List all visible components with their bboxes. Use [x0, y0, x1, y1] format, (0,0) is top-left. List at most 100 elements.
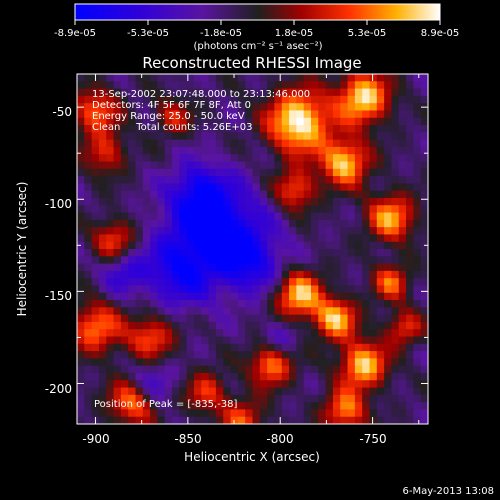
heatmap-cell: [113, 351, 122, 359]
heatmap-cell: [369, 205, 378, 214]
heatmap-cell: [296, 365, 305, 374]
heatmap-cell: [252, 307, 261, 316]
heatmap-cell: [164, 307, 173, 316]
heatmap-cell: [362, 263, 371, 272]
heatmap-cell: [267, 292, 276, 301]
heatmap-cell: [406, 285, 414, 294]
heatmap-cell: [157, 110, 166, 119]
heatmap-cell: [384, 81, 393, 90]
heatmap-cell: [413, 263, 422, 272]
heatmap-cell: [362, 241, 371, 250]
heatmap-cell: [391, 256, 400, 265]
heatmap-cell: [289, 387, 297, 396]
heatmap-cell: [413, 292, 422, 301]
heatmap-cell: [215, 321, 224, 330]
heatmap-cell: [106, 336, 115, 345]
heatmap-cell: [289, 205, 297, 214]
heatmap-cell: [347, 146, 356, 155]
heatmap-cell: [245, 292, 254, 301]
heatmap-cell: [179, 81, 188, 90]
heatmap-cell: [186, 176, 195, 184]
heatmap-cell: [281, 132, 290, 141]
heatmap-cell: [84, 372, 93, 381]
heatmap-cell: [252, 74, 261, 82]
heatmap-cell: [157, 139, 166, 148]
heatmap-cell: [420, 416, 428, 424]
heatmap-cell: [267, 351, 276, 359]
heatmap-cell: [340, 168, 349, 177]
heatmap-cell: [194, 117, 202, 126]
heatmap-cell: [420, 168, 428, 177]
heatmap-cell: [179, 409, 188, 418]
heatmap-cell: [142, 263, 151, 272]
heatmap-cell: [164, 88, 173, 97]
heatmap-cell: [237, 161, 246, 170]
heatmap-cell: [252, 263, 261, 272]
heatmap-cell: [376, 146, 385, 155]
heatmap-cell: [252, 190, 261, 199]
heatmap-cell: [318, 234, 327, 243]
heatmap-cell: [362, 212, 371, 221]
heatmap-cell: [150, 343, 159, 352]
heatmap-cell: [164, 183, 173, 192]
heatmap-cell: [354, 132, 363, 141]
heatmap-cell: [303, 212, 312, 221]
heatmap-cell: [113, 321, 122, 330]
heatmap-cell: [106, 329, 115, 338]
heatmap-cell: [142, 190, 151, 199]
heatmap-cell: [208, 212, 217, 221]
heatmap-cell: [84, 219, 93, 228]
heatmap-cell: [369, 146, 378, 155]
heatmap-cell: [340, 321, 349, 330]
heatmap-cell: [296, 409, 305, 418]
heatmap-cell: [252, 205, 261, 214]
heatmap-cell: [164, 256, 173, 265]
heatmap-cell: [289, 139, 297, 148]
heatmap-cell: [194, 161, 202, 170]
heatmap-cell: [215, 292, 224, 301]
heatmap-cell: [164, 358, 173, 367]
heatmap-cell: [318, 270, 327, 279]
heatmap-cell: [223, 197, 232, 206]
heatmap-cell: [267, 132, 276, 141]
heatmap-cell: [77, 416, 85, 424]
heatmap-cell: [98, 263, 107, 272]
heatmap-cell: [77, 285, 85, 294]
heatmap-cell: [406, 263, 414, 272]
heatmap-cell: [384, 103, 393, 112]
heatmap-cell: [303, 139, 312, 148]
heatmap-cell: [332, 183, 341, 192]
heatmap-cell: [98, 81, 107, 90]
heatmap-cell: [128, 183, 137, 192]
heatmap-cell: [398, 154, 407, 163]
heatmap-cell: [215, 95, 224, 104]
heatmap-cell: [267, 358, 276, 367]
heatmap-cell: [237, 372, 246, 381]
heatmap-cell: [91, 329, 100, 338]
heatmap-cell: [384, 409, 393, 418]
heatmap-cell: [128, 416, 137, 424]
heatmap-cell: [340, 270, 349, 279]
heatmap-cell: [362, 278, 371, 287]
heatmap-cell: [201, 409, 210, 418]
heatmap-cell: [194, 278, 202, 287]
heatmap-cell: [296, 212, 305, 221]
heatmap-cell: [106, 219, 115, 228]
heatmap-cell: [391, 241, 400, 250]
heatmap-cell: [172, 81, 180, 90]
heatmap-cell: [318, 212, 327, 221]
heatmap-cell: [340, 146, 349, 155]
heatmap-cell: [281, 234, 290, 243]
heatmap-cell: [98, 358, 107, 367]
heatmap-cell: [237, 285, 246, 294]
heatmap-cell: [128, 132, 137, 141]
heatmap-cell: [325, 212, 334, 221]
heatmap-cell: [172, 110, 180, 119]
heatmap-cell: [413, 110, 422, 119]
heatmap-cell: [237, 241, 246, 250]
heatmap-cell: [135, 351, 144, 359]
heatmap-cell: [157, 278, 166, 287]
heatmap-cell: [325, 256, 334, 265]
heatmap-cell: [106, 125, 115, 133]
heatmap-cell: [318, 278, 327, 287]
